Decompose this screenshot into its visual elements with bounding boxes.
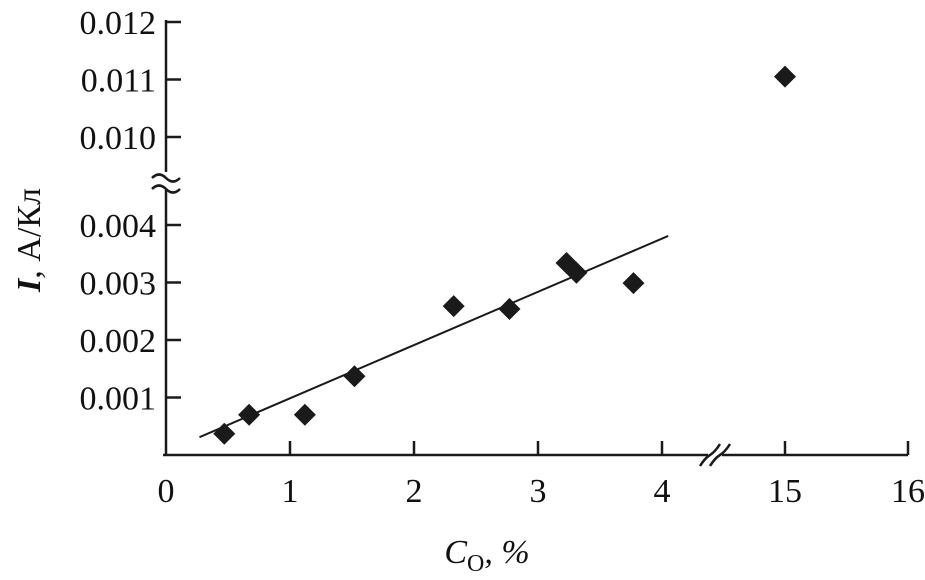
- y-tick-label: 0.004: [80, 208, 157, 245]
- data-point: [213, 422, 236, 445]
- data-point: [774, 65, 796, 88]
- fit-line: [199, 235, 669, 439]
- x-tick-label: 15: [768, 473, 802, 510]
- x-tick-label: 2: [406, 473, 423, 510]
- y-axis-break-mark: [151, 173, 181, 183]
- y-axis-break-mark: [151, 184, 181, 194]
- x-tick-label: 0: [158, 473, 175, 510]
- data-point: [293, 403, 316, 426]
- data-point: [442, 295, 465, 318]
- y-tick-label: 0.002: [80, 323, 157, 360]
- x-tick-label: 1: [282, 473, 299, 510]
- y-tick-label: 0.003: [80, 266, 157, 303]
- x-axis-break-mark: [708, 443, 732, 467]
- x-tick-label: 16: [891, 473, 925, 510]
- y-tick-label: 0.010: [80, 120, 157, 157]
- data-point: [565, 261, 588, 284]
- x-tick-label: 4: [654, 473, 671, 510]
- data-point: [622, 272, 645, 295]
- y-tick-label: 0.011: [81, 63, 156, 100]
- x-axis-break-mark: [698, 443, 722, 467]
- x-axis-title: CO, %: [444, 534, 529, 577]
- y-tick-label: 0.001: [80, 381, 157, 418]
- data-point: [238, 403, 261, 426]
- y-tick-label: 0.012: [80, 5, 157, 42]
- x-tick-label: 3: [530, 473, 547, 510]
- data-point: [343, 365, 366, 388]
- data-point: [498, 297, 521, 320]
- y-axis-title: I, А/Кл: [11, 188, 48, 293]
